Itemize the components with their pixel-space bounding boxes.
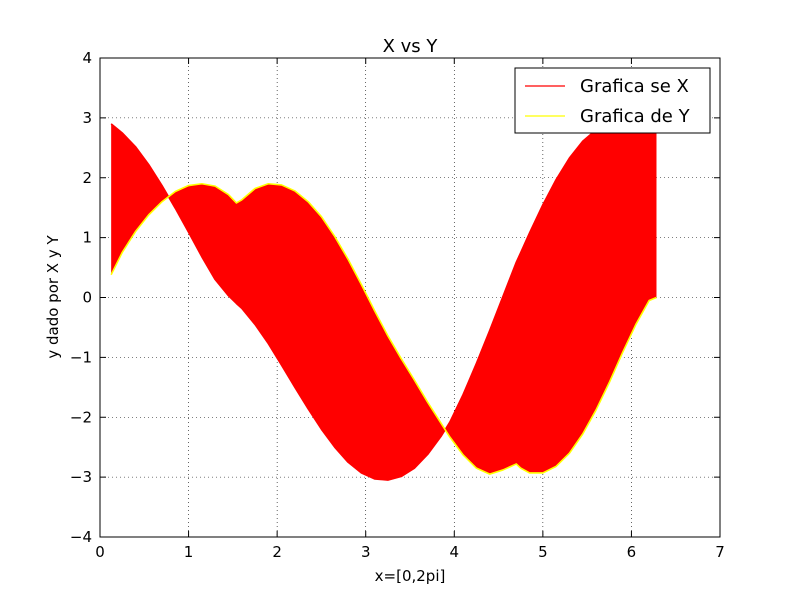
- y-tick-label: 1: [82, 229, 92, 247]
- ticks: [99, 57, 721, 538]
- legend-label-series-y: Grafica de Y: [580, 106, 691, 127]
- y-tick-label: −4: [70, 528, 92, 546]
- y-tick-label: −1: [70, 348, 92, 366]
- fill-layer: [111, 120, 657, 481]
- y-tick-label: −3: [70, 468, 92, 486]
- legend: Grafica se X Grafica de Y: [514, 67, 711, 134]
- fill-between-area: [111, 120, 657, 481]
- y-tick-label: 3: [82, 109, 92, 127]
- x-tick-label: 2: [272, 543, 282, 561]
- y-tick-label: 4: [82, 49, 92, 67]
- x-tick-label: 6: [627, 543, 637, 561]
- y-tick-label: 0: [82, 289, 92, 307]
- y-tick-label: −2: [70, 408, 92, 426]
- x-axis-label: x=[0,2pi]: [375, 567, 446, 585]
- x-tick-label: 7: [715, 543, 725, 561]
- legend-box: [514, 67, 711, 134]
- x-tick-label: 3: [361, 543, 371, 561]
- lines-layer: [110, 120, 657, 481]
- x-tick-label: 0: [95, 543, 105, 561]
- y-tick-label: 2: [82, 169, 92, 187]
- series-line-x: [110, 120, 657, 481]
- chart-title: X vs Y: [383, 36, 439, 57]
- x-tick-label: 4: [450, 543, 460, 561]
- x-tick-labels: 0 1 2 3 4 5 6 7: [95, 543, 725, 561]
- x-tick-label: 1: [184, 543, 194, 561]
- y-axis-label: y dado por X y Y: [44, 235, 62, 359]
- x-tick-label: 5: [538, 543, 548, 561]
- series-line-y: [110, 182, 657, 475]
- y-tick-labels: −4 −3 −2 −1 0 1 2 3 4: [70, 49, 92, 546]
- legend-label-series-x: Grafica se X: [580, 76, 689, 97]
